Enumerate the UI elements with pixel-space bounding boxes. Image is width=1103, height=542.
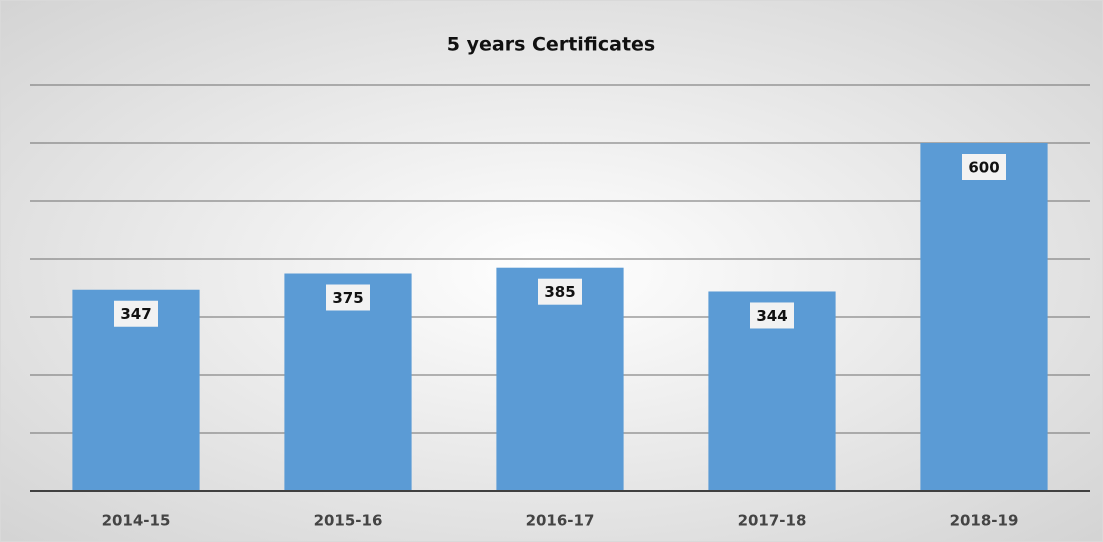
bar bbox=[920, 143, 1048, 491]
bar bbox=[496, 267, 624, 491]
data-label-box bbox=[538, 278, 582, 305]
x-tick-label: 2014-15 bbox=[102, 512, 171, 530]
data-label-box bbox=[326, 284, 370, 311]
data-label-box bbox=[750, 302, 794, 329]
data-label-box bbox=[962, 154, 1006, 180]
data-label-box bbox=[114, 300, 158, 327]
data-label: 600 bbox=[968, 159, 999, 177]
x-tick-label: 2017-18 bbox=[738, 512, 807, 530]
x-tick-label: 2018-19 bbox=[950, 512, 1019, 530]
data-label: 375 bbox=[332, 289, 363, 307]
x-tick-label: 2016-17 bbox=[526, 512, 595, 530]
data-label: 344 bbox=[756, 307, 787, 325]
chart-title: 5 years Certificates bbox=[447, 34, 655, 56]
data-label: 347 bbox=[120, 305, 151, 323]
data-label: 385 bbox=[544, 283, 575, 301]
x-tick-label: 2015-16 bbox=[314, 512, 383, 530]
